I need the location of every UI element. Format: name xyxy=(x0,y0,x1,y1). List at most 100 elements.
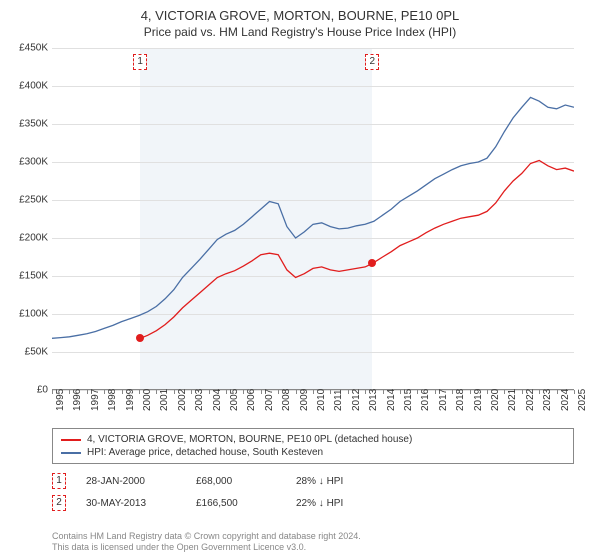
x-axis-label: 1998 xyxy=(107,389,118,411)
x-axis-label: 2011 xyxy=(333,389,344,411)
x-tick xyxy=(487,390,488,394)
x-axis-label: 2021 xyxy=(507,389,518,411)
x-tick xyxy=(452,390,453,394)
legend-swatch xyxy=(61,452,81,454)
x-axis-label: 2009 xyxy=(299,389,310,411)
legend-item: HPI: Average price, detached house, Sout… xyxy=(61,446,565,459)
x-tick xyxy=(296,390,297,394)
sale-date: 28-JAN-2000 xyxy=(86,476,176,487)
x-axis-label: 2019 xyxy=(473,389,484,411)
sale-row: 1 28-JAN-2000 £68,000 28% ↓ HPI xyxy=(52,470,376,492)
sale-price: £68,000 xyxy=(196,476,276,487)
sale-dot-1 xyxy=(136,334,144,342)
x-tick xyxy=(365,390,366,394)
x-tick xyxy=(417,390,418,394)
x-tick xyxy=(87,390,88,394)
x-axis-label: 2006 xyxy=(246,389,257,411)
x-axis-label: 2022 xyxy=(525,389,536,411)
y-axis-label: £0 xyxy=(4,385,48,396)
x-tick xyxy=(243,390,244,394)
x-tick xyxy=(330,390,331,394)
x-tick xyxy=(226,390,227,394)
sale-dot-2 xyxy=(368,259,376,267)
sale-row: 2 30-MAY-2013 £166,500 22% ↓ HPI xyxy=(52,492,376,514)
y-axis-label: £150K xyxy=(4,271,48,282)
x-tick xyxy=(104,390,105,394)
x-axis-label: 2023 xyxy=(542,389,553,411)
x-tick xyxy=(174,390,175,394)
x-axis-label: 2001 xyxy=(159,389,170,411)
x-axis-label: 2018 xyxy=(455,389,466,411)
x-tick xyxy=(139,390,140,394)
x-tick xyxy=(52,390,53,394)
x-tick xyxy=(435,390,436,394)
y-axis-label: £450K xyxy=(4,43,48,54)
x-tick xyxy=(504,390,505,394)
footer-attribution: Contains HM Land Registry data © Crown c… xyxy=(52,531,361,554)
x-axis-label: 2013 xyxy=(368,389,379,411)
x-tick xyxy=(348,390,349,394)
sale-row-marker: 1 xyxy=(52,473,66,489)
x-axis-label: 2020 xyxy=(490,389,501,411)
series-line xyxy=(140,161,574,339)
x-axis-label: 2004 xyxy=(212,389,223,411)
chart-title: 4, VICTORIA GROVE, MORTON, BOURNE, PE10 … xyxy=(0,0,600,23)
legend: 4, VICTORIA GROVE, MORTON, BOURNE, PE10 … xyxy=(52,428,574,464)
legend-label: 4, VICTORIA GROVE, MORTON, BOURNE, PE10 … xyxy=(87,434,412,445)
x-axis-label: 2005 xyxy=(229,389,240,411)
sale-price: £166,500 xyxy=(196,498,276,509)
x-tick xyxy=(557,390,558,394)
legend-label: HPI: Average price, detached house, Sout… xyxy=(87,447,323,458)
x-axis-label: 2017 xyxy=(438,389,449,411)
x-tick xyxy=(539,390,540,394)
sale-marker-2: 2 xyxy=(365,54,379,70)
y-axis-label: £50K xyxy=(4,347,48,358)
x-tick xyxy=(278,390,279,394)
x-tick xyxy=(156,390,157,394)
y-axis-label: £400K xyxy=(4,81,48,92)
chart-subtitle: Price paid vs. HM Land Registry's House … xyxy=(0,23,600,39)
series-line xyxy=(52,97,574,338)
y-axis-label: £250K xyxy=(4,195,48,206)
plot-area: £0£50K£100K£150K£200K£250K£300K£350K£400… xyxy=(52,48,574,390)
sale-diff: 22% ↓ HPI xyxy=(296,498,376,509)
x-axis-label: 2000 xyxy=(142,389,153,411)
legend-item: 4, VICTORIA GROVE, MORTON, BOURNE, PE10 … xyxy=(61,433,565,446)
x-axis-label: 1996 xyxy=(72,389,83,411)
x-axis-label: 2015 xyxy=(403,389,414,411)
x-axis-label: 2014 xyxy=(386,389,397,411)
sale-marker-1: 1 xyxy=(133,54,147,70)
x-tick xyxy=(574,390,575,394)
x-axis-label: 1997 xyxy=(90,389,101,411)
x-axis-label: 2010 xyxy=(316,389,327,411)
x-tick xyxy=(313,390,314,394)
x-axis-label: 2003 xyxy=(194,389,205,411)
sales-table: 1 28-JAN-2000 £68,000 28% ↓ HPI 2 30-MAY-2013… xyxy=(52,470,376,514)
y-axis-label: £100K xyxy=(4,309,48,320)
y-axis-label: £350K xyxy=(4,119,48,130)
x-tick xyxy=(261,390,262,394)
line-series-svg xyxy=(52,48,574,390)
x-axis-label: 1995 xyxy=(55,389,66,411)
x-axis-label: 2025 xyxy=(577,389,588,411)
sale-date: 30-MAY-2013 xyxy=(86,498,176,509)
x-tick xyxy=(122,390,123,394)
y-axis-label: £300K xyxy=(4,157,48,168)
x-tick xyxy=(191,390,192,394)
sale-row-marker: 2 xyxy=(52,495,66,511)
x-axis-label: 2002 xyxy=(177,389,188,411)
sale-diff: 28% ↓ HPI xyxy=(296,476,376,487)
x-tick xyxy=(69,390,70,394)
legend-swatch xyxy=(61,439,81,441)
y-axis-label: £200K xyxy=(4,233,48,244)
price-chart: 4, VICTORIA GROVE, MORTON, BOURNE, PE10 … xyxy=(0,0,600,560)
x-axis-label: 2012 xyxy=(351,389,362,411)
x-axis-label: 2007 xyxy=(264,389,275,411)
x-axis-label: 1999 xyxy=(125,389,136,411)
x-tick xyxy=(470,390,471,394)
x-tick xyxy=(383,390,384,394)
x-tick xyxy=(400,390,401,394)
footer-line-1: Contains HM Land Registry data © Crown c… xyxy=(52,531,361,543)
x-tick xyxy=(209,390,210,394)
footer-line-2: This data is licensed under the Open Gov… xyxy=(52,542,361,554)
